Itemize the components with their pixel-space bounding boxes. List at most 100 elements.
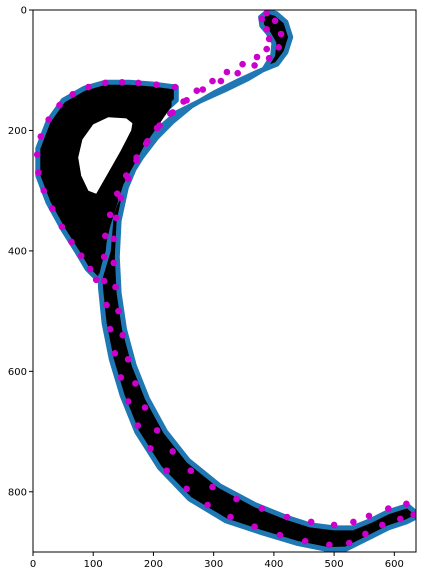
scatter-point bbox=[135, 79, 142, 87]
track-band bbox=[97, 10, 416, 552]
y-tick-label: 200 bbox=[8, 126, 27, 137]
scatter-point bbox=[124, 398, 132, 405]
scatter-point bbox=[263, 45, 271, 53]
scatter-point bbox=[112, 283, 119, 291]
scatter-point bbox=[326, 541, 333, 549]
x-tick-label: 500 bbox=[325, 559, 344, 570]
x-tick-label: 600 bbox=[385, 559, 404, 570]
scatter-point bbox=[147, 445, 154, 452]
scatter-point bbox=[253, 53, 261, 61]
scatter-point bbox=[119, 331, 126, 339]
scatter-point bbox=[33, 151, 41, 158]
scatter-point bbox=[301, 537, 309, 545]
scatter-point bbox=[183, 485, 190, 493]
scatter-point bbox=[142, 140, 150, 147]
scatter-point bbox=[110, 235, 117, 243]
scatter-point bbox=[103, 301, 110, 309]
scatter-point bbox=[106, 325, 114, 333]
scatter-point bbox=[100, 253, 108, 261]
scatter-point bbox=[37, 133, 45, 140]
scatter-point bbox=[277, 30, 285, 38]
x-tick-label: 100 bbox=[84, 559, 103, 570]
scatter-point bbox=[163, 467, 170, 475]
scatter-point bbox=[124, 175, 132, 182]
scatter-point bbox=[234, 69, 241, 77]
x-tick-label: 400 bbox=[264, 559, 283, 570]
scatter-point bbox=[133, 157, 140, 164]
scatter-point bbox=[365, 512, 373, 520]
scatter-point bbox=[77, 252, 85, 259]
scatter-point bbox=[102, 79, 109, 87]
scatter-point bbox=[49, 205, 56, 212]
scatter-point bbox=[209, 483, 216, 491]
scatter-point bbox=[169, 448, 176, 455]
scatter-point bbox=[330, 521, 338, 529]
scatter-point bbox=[223, 68, 231, 76]
scatter-point bbox=[56, 101, 63, 109]
scatter-point bbox=[258, 505, 266, 512]
scatter-point bbox=[385, 505, 392, 512]
scatter-point bbox=[263, 26, 271, 33]
scatter-point bbox=[115, 307, 122, 315]
scatter-point bbox=[199, 86, 207, 93]
x-tick-label: 0 bbox=[30, 559, 36, 570]
scatter-point bbox=[171, 83, 179, 91]
scatter-point bbox=[251, 523, 258, 530]
scatter-point bbox=[258, 15, 266, 23]
y-tick-label: 0 bbox=[21, 6, 27, 17]
x-tick-label: 200 bbox=[144, 559, 163, 570]
scatter-point bbox=[263, 10, 270, 17]
scatter-point bbox=[217, 77, 225, 85]
scatter-point bbox=[58, 223, 66, 231]
x-tick-label: 300 bbox=[204, 559, 223, 570]
scatter-point bbox=[134, 422, 142, 429]
scatter-point bbox=[153, 81, 160, 88]
scatter-point bbox=[345, 539, 353, 547]
scatter-point bbox=[307, 518, 315, 526]
scatter-point bbox=[350, 518, 357, 526]
scatter-point bbox=[35, 169, 42, 176]
scatter-point bbox=[283, 513, 291, 521]
scatter-point bbox=[233, 495, 240, 503]
scatter-point bbox=[40, 187, 48, 194]
scatter-point bbox=[239, 60, 246, 68]
scatter-point bbox=[92, 276, 100, 284]
axes-frame bbox=[32, 9, 417, 553]
scatter-point bbox=[227, 513, 234, 521]
scatter-point bbox=[141, 404, 149, 411]
y-tick-label: 600 bbox=[8, 367, 27, 378]
y-tick-label: 800 bbox=[8, 487, 27, 498]
scatter-point bbox=[100, 277, 108, 285]
scatter-point bbox=[167, 110, 174, 117]
scatter-point bbox=[86, 265, 94, 273]
scatter-point bbox=[204, 501, 211, 509]
scatter-point bbox=[111, 350, 119, 357]
scatter-point bbox=[124, 356, 132, 363]
scatter-point bbox=[397, 515, 404, 523]
scatter-point bbox=[132, 380, 139, 387]
scatter-point bbox=[271, 17, 279, 25]
scatter-point bbox=[85, 83, 92, 91]
scatter-point bbox=[275, 44, 283, 51]
scatter-point bbox=[118, 79, 126, 86]
scatter-point bbox=[153, 427, 161, 434]
scatter-point bbox=[106, 211, 114, 219]
scatter-point bbox=[68, 238, 75, 246]
scatter-point bbox=[276, 531, 284, 539]
x-axis: 0 100 200 300 400 500 600 bbox=[30, 552, 404, 570]
point-layer bbox=[33, 10, 416, 549]
scatter-point bbox=[193, 87, 201, 94]
scatter-point bbox=[117, 374, 125, 381]
scatter-point bbox=[112, 214, 120, 222]
scatter-point bbox=[209, 77, 216, 85]
scatter-point bbox=[187, 467, 195, 475]
scatter-point bbox=[153, 124, 161, 132]
scatter-point bbox=[403, 500, 410, 508]
scatter-point bbox=[180, 98, 187, 105]
scatter-point bbox=[362, 530, 369, 538]
track-hole bbox=[78, 117, 133, 194]
scatter-point bbox=[69, 91, 76, 98]
scatter-point bbox=[410, 511, 416, 518]
scatter-point bbox=[45, 116, 52, 123]
